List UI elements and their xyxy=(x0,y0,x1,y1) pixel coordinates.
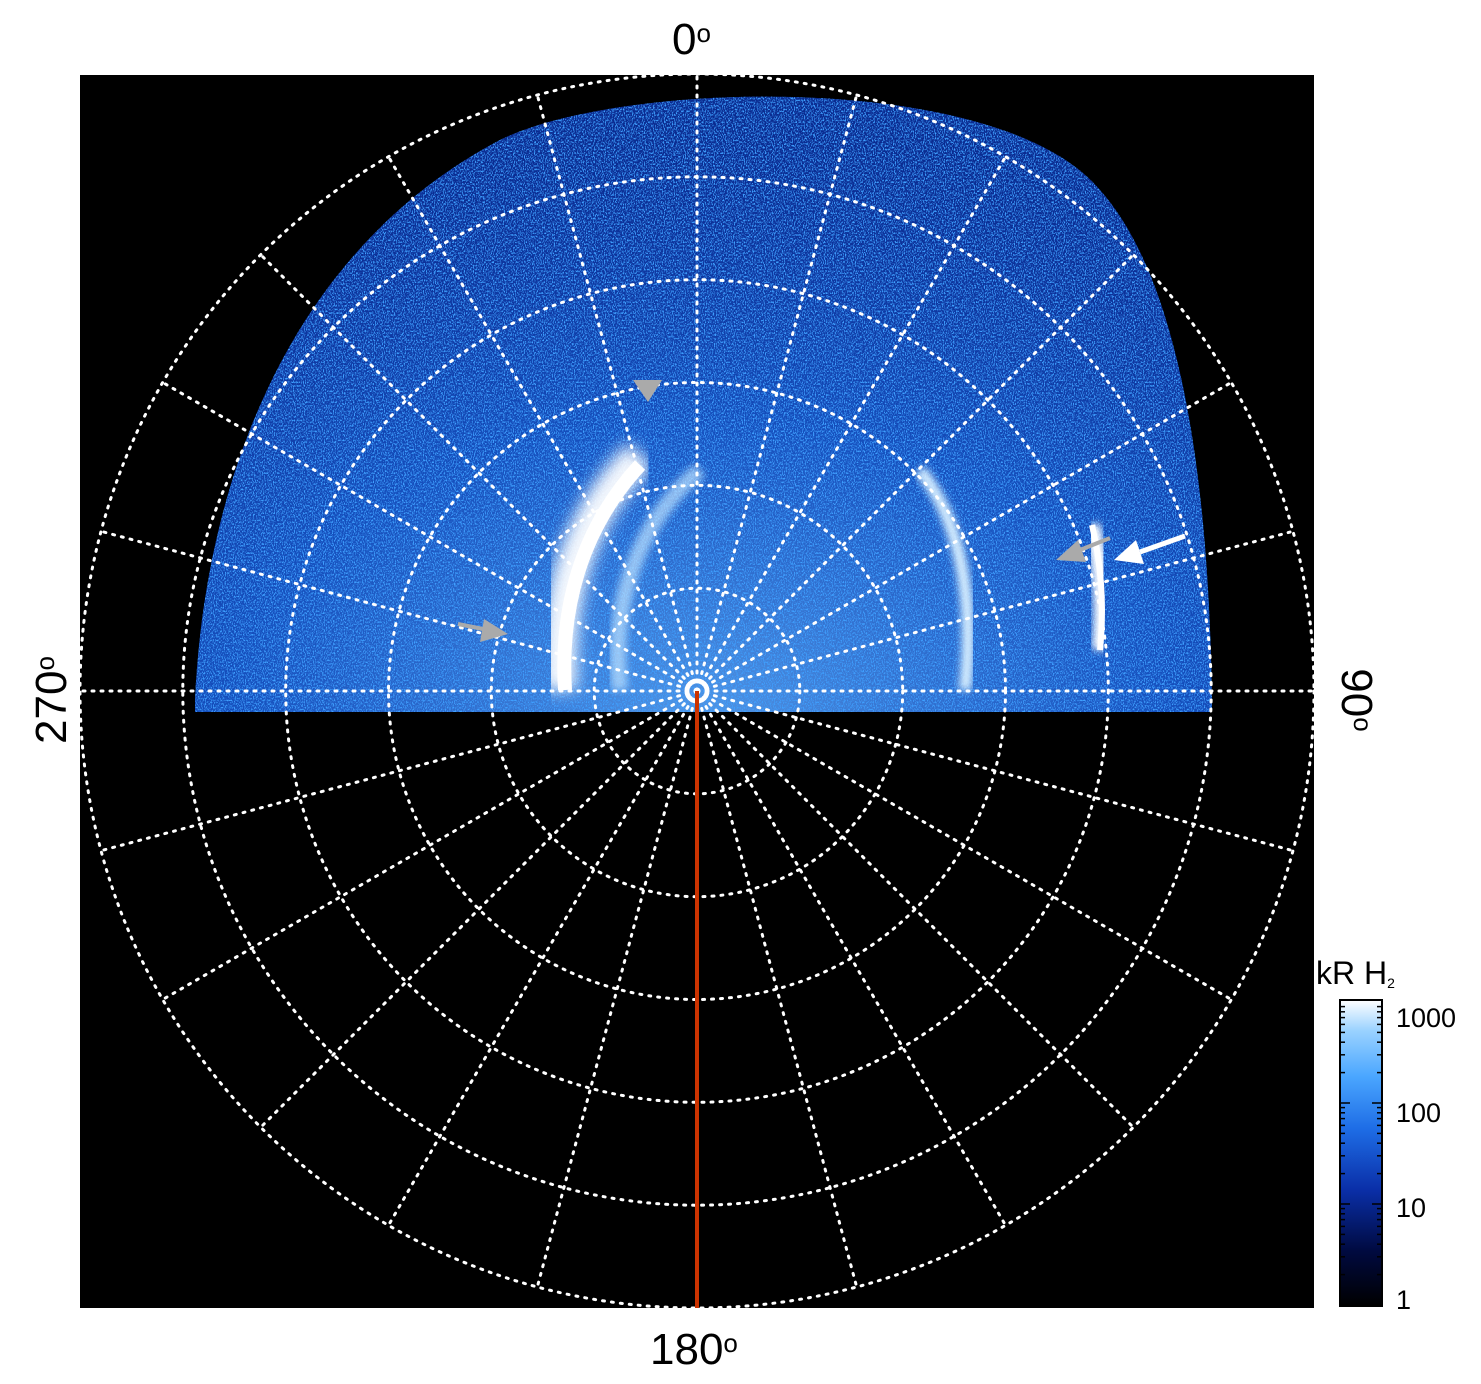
grid-meridian xyxy=(161,689,699,1001)
grid-meridian xyxy=(259,689,699,1129)
white-arrow-right xyxy=(1114,533,1186,564)
gray-arrow-top xyxy=(633,380,662,402)
grid-meridian xyxy=(259,253,699,693)
colorbar xyxy=(1339,999,1383,1307)
gray-arrow-left xyxy=(457,619,508,642)
colorbar-tick-label: 10 xyxy=(1396,1193,1427,1223)
grid-meridian xyxy=(535,93,699,693)
grid-meridian xyxy=(695,689,1295,853)
colorbar-gradient xyxy=(1339,999,1383,1307)
gray-arrow-right xyxy=(1056,536,1111,562)
grid-meridian xyxy=(695,689,1233,1001)
grid-meridian xyxy=(387,689,699,1227)
colorbar-tick-label: 1000 xyxy=(1396,1003,1457,1033)
colorbar-tick-label: 1 xyxy=(1396,1285,1412,1315)
grid-meridian xyxy=(695,529,1295,693)
grid-meridian xyxy=(99,689,699,853)
direction-label-bottom: 180o xyxy=(650,1325,738,1374)
direction-label-left: 270o xyxy=(27,656,76,744)
direction-label-right: 90o xyxy=(1332,668,1381,732)
grid-meridian xyxy=(695,689,1135,1129)
grid-meridian xyxy=(695,93,859,693)
feature-arrows xyxy=(457,380,1186,642)
grid-meridian xyxy=(695,689,859,1289)
grid-ring xyxy=(284,278,1110,1104)
direction-label-top: 0o xyxy=(672,15,711,64)
colorbar-tick-label: 100 xyxy=(1396,1098,1442,1128)
colorbar-title: kR H2 xyxy=(1316,955,1395,991)
grid-meridian xyxy=(387,155,699,693)
polar-grid xyxy=(80,75,1314,1308)
grid-meridian xyxy=(695,381,1233,693)
grid-meridian xyxy=(695,689,1007,1227)
grid-meridian xyxy=(695,253,1135,693)
grid-meridian xyxy=(695,155,1007,693)
grid-meridian xyxy=(99,529,699,693)
grid-meridian xyxy=(161,381,699,693)
grid-meridian xyxy=(535,689,699,1289)
